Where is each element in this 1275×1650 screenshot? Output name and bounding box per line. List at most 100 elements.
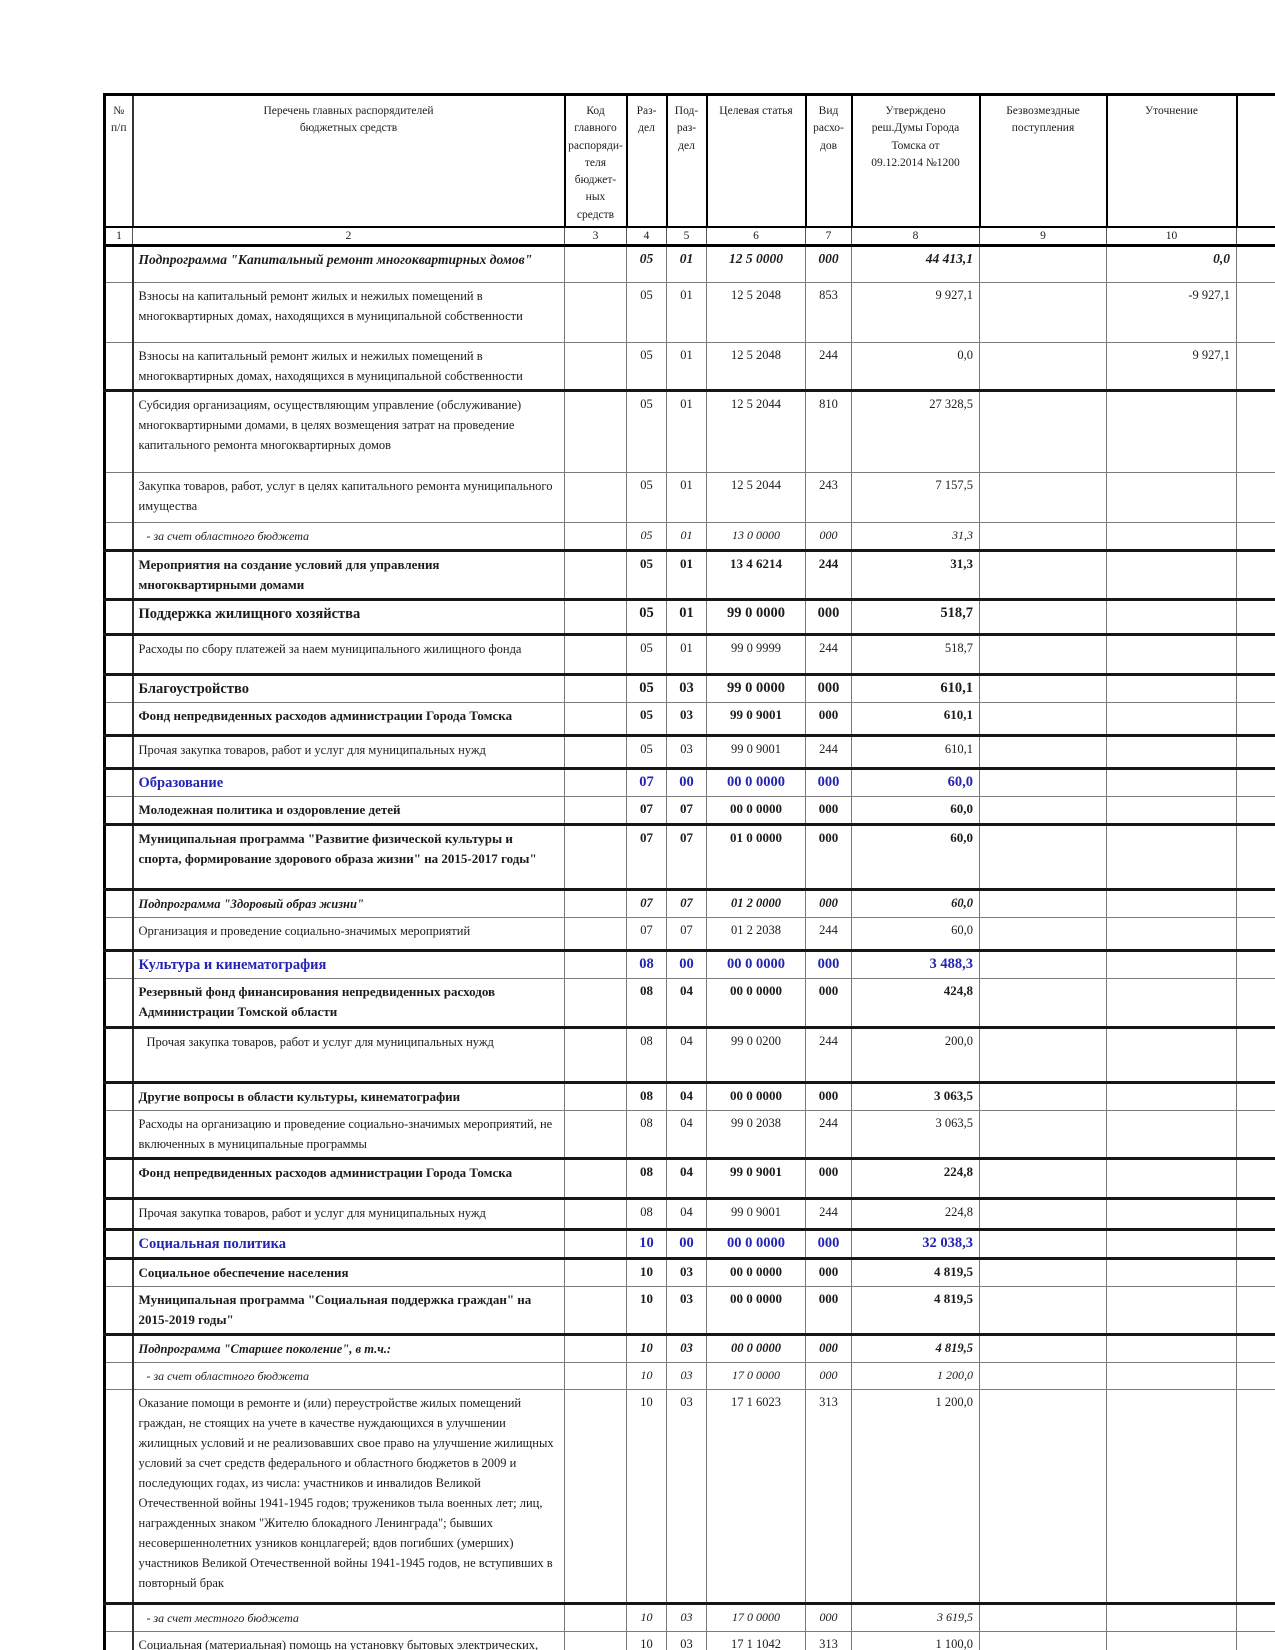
cell-expense-type: 244 <box>805 341 852 391</box>
cell-target-article: 00 0 0000 <box>706 948 806 979</box>
cell-grbs-code <box>564 1227 627 1259</box>
cell-row-number <box>104 1109 134 1159</box>
cell-clarification-amount <box>1106 916 1237 951</box>
cell-target-article: 00 0 0000 <box>706 766 806 797</box>
cell-approved-amount: 7 157,5 <box>851 471 980 523</box>
table-row: Расходы на организацию и проведение соци… <box>104 1109 1275 1159</box>
cell-recipient-name: Фонд непредвиденных расходов администрац… <box>132 701 565 736</box>
cell-podrazdel: 01 <box>666 281 707 343</box>
cell-podrazdel: 03 <box>666 1388 707 1604</box>
table-row: - за счет областного бюджета 05 01 13 0 000… <box>104 521 1275 551</box>
cell-recipient-name: Расходы на организацию и проведение соци… <box>132 1109 565 1159</box>
cell-recipient-name: Взносы на капитальный ремонт жилых и неж… <box>132 281 565 343</box>
cell-podrazdel: 07 <box>666 822 707 890</box>
cell-grbs-code <box>564 1630 627 1650</box>
cell-razdel: 05 <box>626 701 667 736</box>
cell-expense-type: 313 <box>805 1630 852 1650</box>
cell-gratuitous-amount <box>979 916 1107 951</box>
cell-approved-amount: 224,8 <box>851 1196 980 1230</box>
table-row: Фонд непредвиденных расходов администрац… <box>104 701 1275 736</box>
cell-target-article: 13 0 0000 <box>706 521 806 551</box>
cell-row-number <box>104 701 134 736</box>
cell-podrazdel: 03 <box>666 672 707 703</box>
header-recipients-list: Перечень главных распорядителей бюджетны… <box>131 93 566 228</box>
cell-clarification-amount <box>1106 887 1237 918</box>
cell-approved-amount: 424,8 <box>851 977 980 1028</box>
cell-expense-type: 244 <box>805 916 852 951</box>
cell-row-number <box>104 977 134 1028</box>
cell-target-article: 12 5 2048 <box>706 341 806 391</box>
cell-target-article: 99 0 9001 <box>706 1156 806 1199</box>
cell-gratuitous-amount <box>979 795 1107 825</box>
column-number: 6 <box>706 226 806 247</box>
cell-approved-amount: 3 063,5 <box>851 1080 980 1111</box>
cell-gratuitous-amount <box>979 1025 1107 1083</box>
cell-expense-type: 853 <box>805 281 852 343</box>
cell-approved-amount: 200,0 <box>851 1025 980 1083</box>
cell-row-number <box>104 1227 134 1259</box>
cell-expense-type: 000 <box>805 1080 852 1111</box>
cell-target-article: 99 0 2038 <box>706 1109 806 1159</box>
header-expense-type: Вид расхо- дов <box>804 93 853 228</box>
cell-clarification-amount <box>1106 822 1237 890</box>
cell-gratuitous-amount <box>979 1256 1107 1287</box>
cell-razdel: 05 <box>626 733 667 769</box>
cell-expense-type: 000 <box>805 1361 852 1390</box>
cell-recipient-name: Подпрограмма "Здоровый образ жизни" <box>132 887 565 918</box>
cell-gratuitous-amount <box>979 701 1107 736</box>
cell-gratuitous-amount <box>979 1080 1107 1111</box>
cell-row-number <box>104 341 134 391</box>
cell-grbs-code <box>564 701 627 736</box>
budget-table: № п/п Перечень главных распорядителей бю… <box>103 93 1275 1650</box>
cell-expense-type: 244 <box>805 733 852 769</box>
header-podrazdel: Под- раз- дел <box>665 93 708 228</box>
cell-approved-amount: 610,1 <box>851 733 980 769</box>
cell-gratuitous-amount <box>979 1109 1107 1159</box>
column-number: 9 <box>979 226 1107 247</box>
cell-gratuitous-amount <box>979 1601 1107 1632</box>
cell-approved-amount: 610,1 <box>851 672 980 703</box>
column-number: 2 <box>132 226 565 247</box>
cell-razdel: 08 <box>626 948 667 979</box>
cell-recipient-name: Закупка товаров, работ, услуг в целях ка… <box>132 471 565 523</box>
cell-gratuitous-amount <box>979 243 1107 283</box>
cell-podrazdel: 03 <box>666 701 707 736</box>
cell-target-article: 99 0 9001 <box>706 701 806 736</box>
column-number: 8 <box>851 226 980 247</box>
cell-row-number <box>104 1332 134 1363</box>
cell-clarification-amount <box>1106 766 1237 797</box>
cell-gratuitous-amount <box>979 281 1107 343</box>
cell-grbs-code <box>564 1388 627 1604</box>
cell-expense-type: 000 <box>805 977 852 1028</box>
cell-row-number <box>104 672 134 703</box>
cell-grbs-code <box>564 1109 627 1159</box>
cell-razdel: 05 <box>626 632 667 675</box>
cell-clarification-amount <box>1106 948 1237 979</box>
cell-cutoff <box>1236 1227 1275 1259</box>
cell-approved-amount: 60,0 <box>851 916 980 951</box>
cell-expense-type: 244 <box>805 548 852 600</box>
cell-row-number <box>104 548 134 600</box>
column-number: 10 <box>1106 226 1237 247</box>
cell-grbs-code <box>564 281 627 343</box>
cell-podrazdel: 00 <box>666 766 707 797</box>
cell-grbs-code <box>564 1601 627 1632</box>
cell-cutoff <box>1236 1601 1275 1632</box>
cell-gratuitous-amount <box>979 1332 1107 1363</box>
cell-recipient-name: Прочая закупка товаров, работ и услуг дл… <box>132 733 565 769</box>
cell-gratuitous-amount <box>979 632 1107 675</box>
cell-row-number <box>104 795 134 825</box>
cell-cutoff <box>1236 887 1275 918</box>
cell-cutoff <box>1236 471 1275 523</box>
cell-recipient-name: Подпрограмма "Старшее поколение", в т.ч.… <box>132 1332 565 1363</box>
table-row: Молодежная политика и оздоровление детей… <box>104 795 1275 825</box>
cell-grbs-code <box>564 1332 627 1363</box>
cell-razdel: 05 <box>626 341 667 391</box>
cell-gratuitous-amount <box>979 1388 1107 1604</box>
cell-cutoff <box>1236 1630 1275 1650</box>
cell-recipient-name: Организация и проведение социально-значи… <box>132 916 565 951</box>
cell-approved-amount: 44 413,1 <box>851 243 980 283</box>
cell-podrazdel: 03 <box>666 733 707 769</box>
cell-podrazdel: 03 <box>666 1630 707 1650</box>
cell-row-number <box>104 597 134 635</box>
